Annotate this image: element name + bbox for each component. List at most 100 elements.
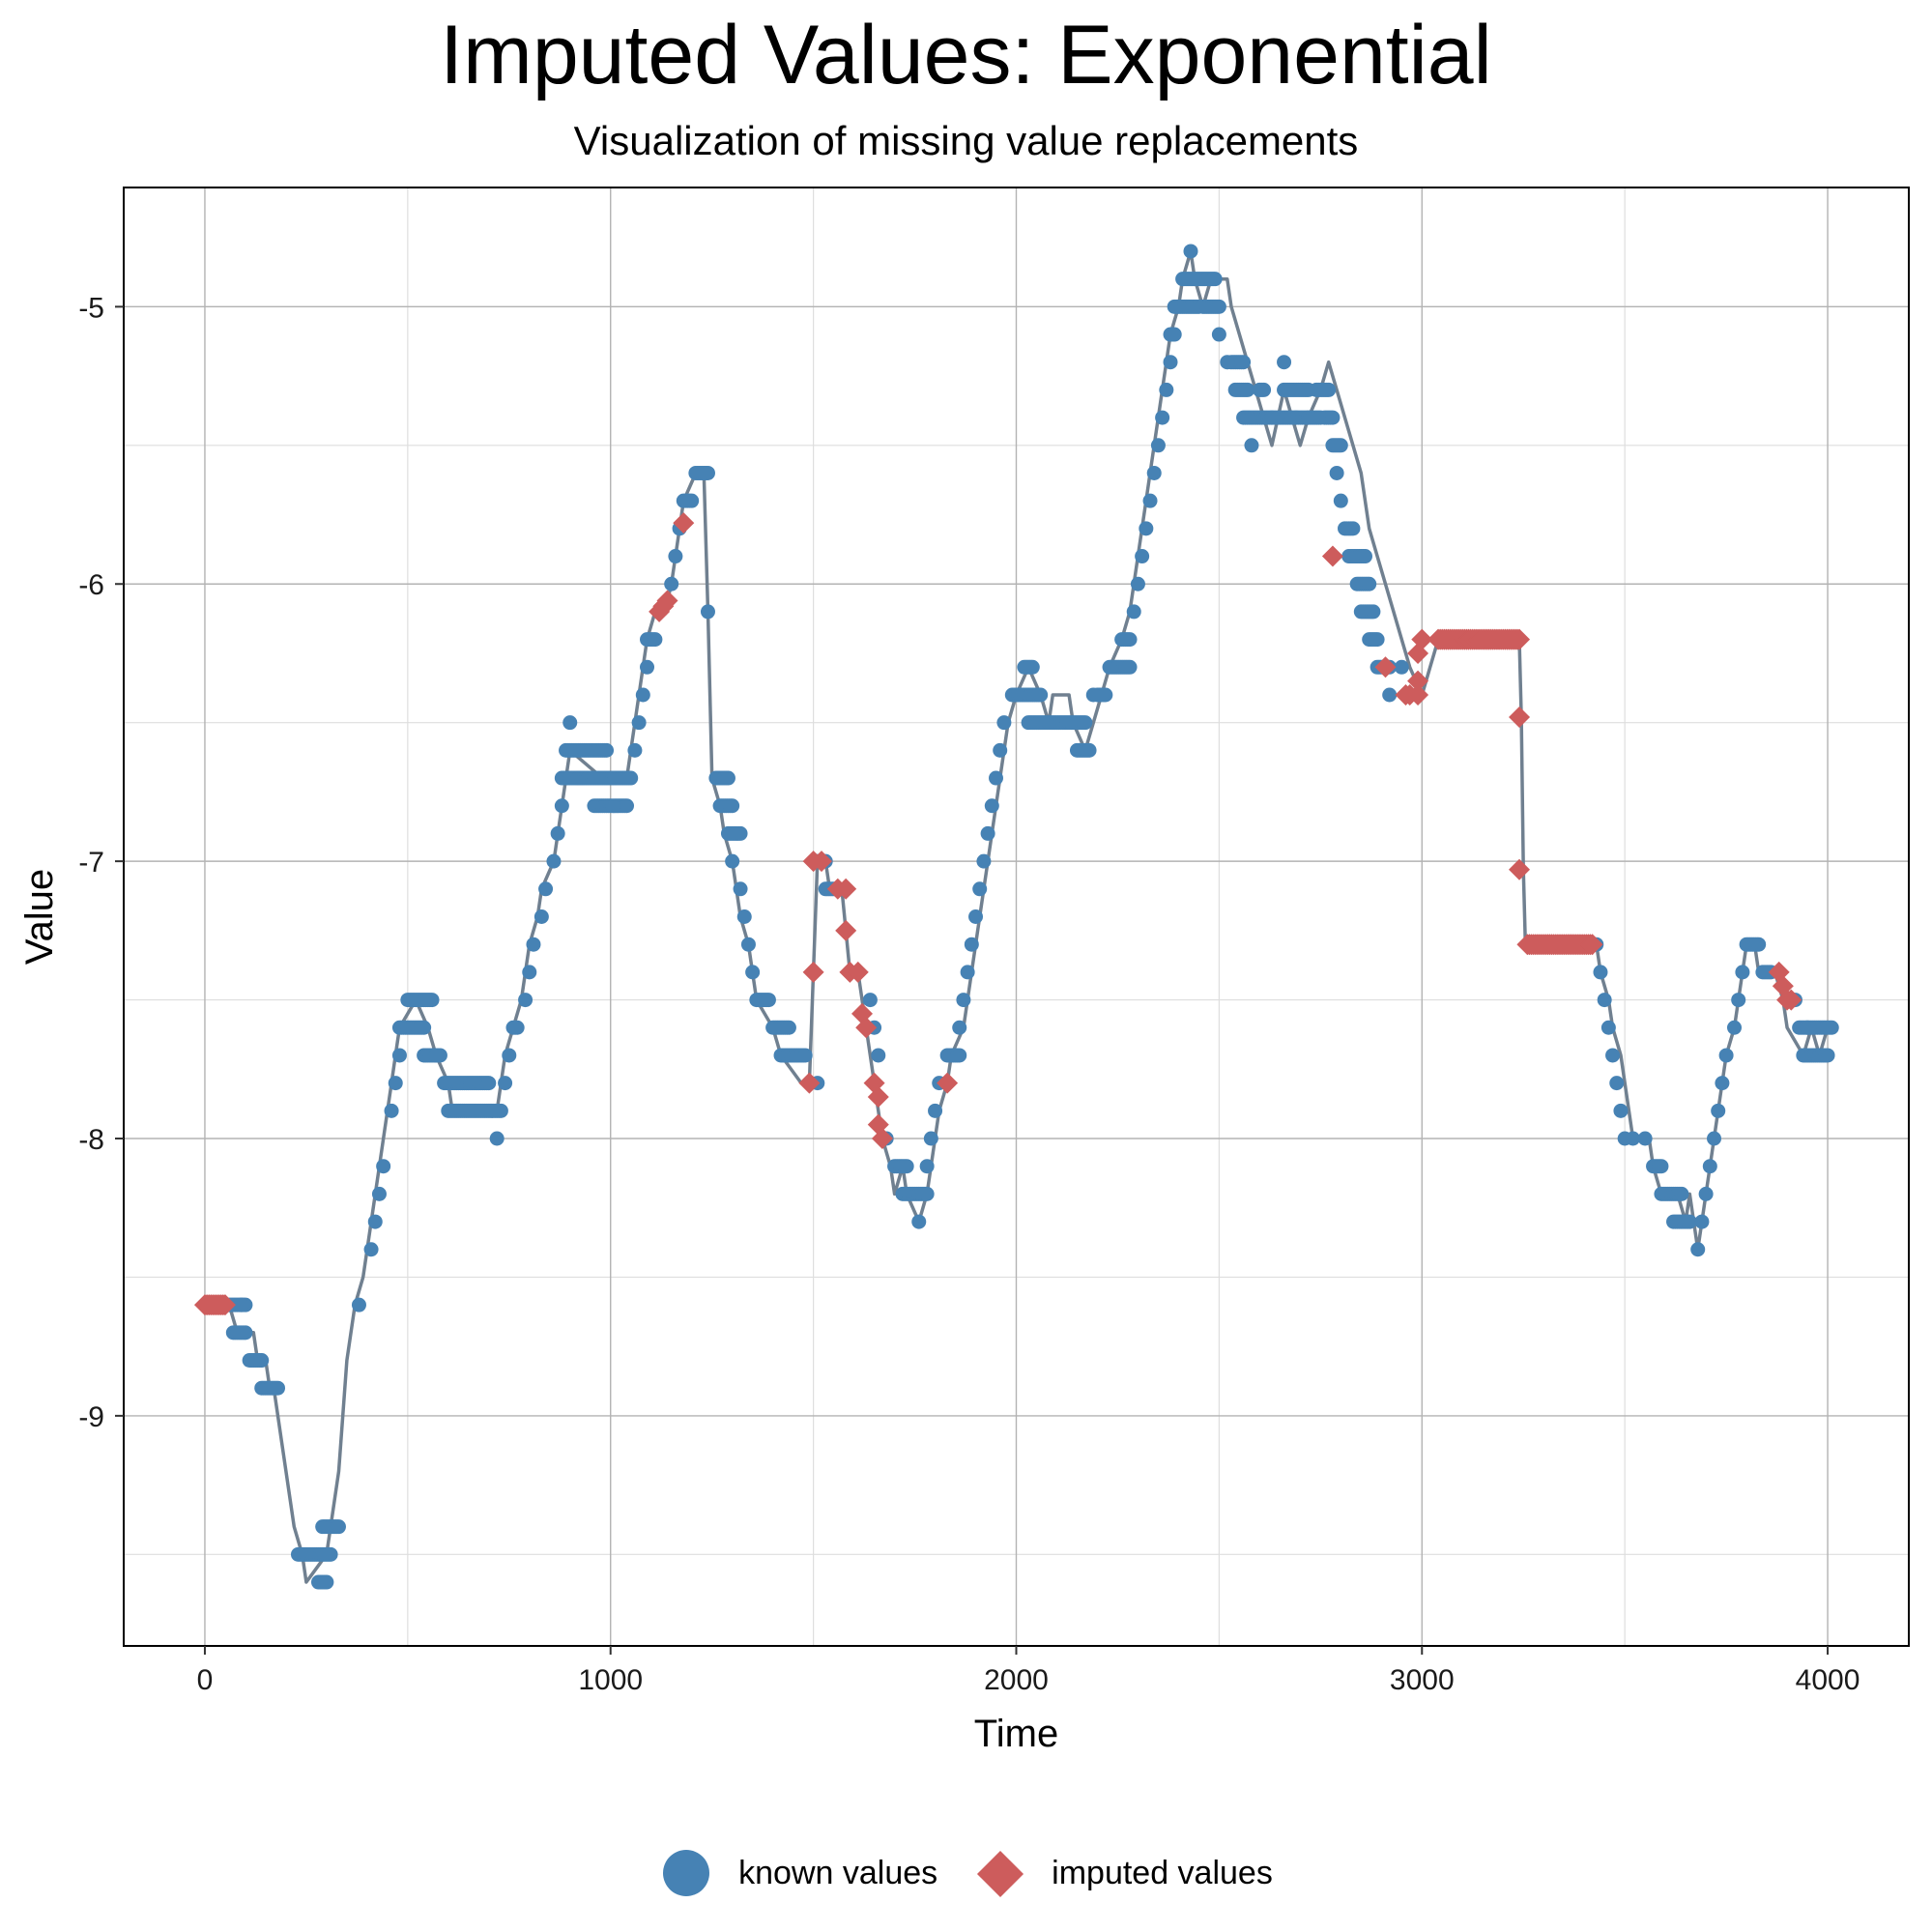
known-point [928, 1103, 943, 1118]
known-point [1146, 465, 1162, 480]
known-point [640, 659, 655, 675]
y-tick-label: -7 [78, 847, 104, 879]
known-point [1159, 382, 1174, 397]
known-point [1597, 993, 1612, 1008]
x-tick-label: 4000 [1796, 1664, 1860, 1696]
known-point [1183, 244, 1198, 259]
known-point [1122, 659, 1138, 675]
imputed-point [214, 1294, 236, 1316]
known-point [1718, 1048, 1734, 1063]
known-point [1126, 604, 1141, 620]
known-point [1130, 576, 1145, 591]
known-point [960, 965, 975, 980]
y-tick-label: -9 [78, 1401, 104, 1433]
known-point [1637, 1131, 1653, 1146]
known-point [740, 937, 756, 952]
known-point [376, 1159, 391, 1174]
known-point [489, 1131, 505, 1146]
known-point [919, 1159, 935, 1174]
known-point [1207, 272, 1223, 287]
known-point [1167, 327, 1182, 342]
known-point [797, 1048, 813, 1063]
known-point [952, 1020, 967, 1035]
known-point [1698, 1186, 1714, 1201]
imputed-point [1581, 934, 1603, 956]
known-point [554, 798, 569, 814]
known-point [1098, 687, 1113, 703]
legend-key-imputed-diamond-icon [972, 1846, 1026, 1900]
known-point [745, 965, 761, 980]
known-point [1078, 715, 1093, 731]
known-point [234, 1297, 249, 1312]
known-point [1735, 965, 1750, 980]
known-point [1321, 382, 1337, 397]
imputed-point [1374, 656, 1397, 678]
imputed-point [811, 851, 833, 873]
known-point [968, 909, 984, 924]
x-tick-label: 0 [197, 1664, 214, 1696]
known-point [623, 770, 639, 786]
imputed-point [847, 961, 869, 983]
imputed-point [656, 590, 678, 612]
known-point [1690, 1242, 1706, 1257]
known-point [976, 853, 992, 869]
known-point [736, 909, 752, 924]
y-tick-label: -8 [78, 1124, 104, 1156]
known-point [238, 1325, 253, 1341]
known-point [733, 825, 748, 841]
known-point [952, 1048, 967, 1063]
known-point [428, 1048, 444, 1063]
known-point [388, 1076, 403, 1091]
known-point [989, 770, 1004, 786]
known-point [502, 1048, 517, 1063]
known-point [1820, 1048, 1835, 1063]
imputed-point [835, 878, 857, 900]
legend-item-imputed: imputed values [972, 1846, 1273, 1900]
legend-label-imputed: imputed values [1052, 1854, 1273, 1891]
known-point [509, 1020, 525, 1035]
known-point [351, 1297, 366, 1312]
known-point [498, 1076, 513, 1091]
known-point [1277, 355, 1292, 370]
known-point [319, 1574, 334, 1590]
known-point [562, 715, 578, 731]
known-point [1751, 937, 1767, 952]
known-point [1711, 1103, 1726, 1118]
known-point [781, 1020, 796, 1035]
known-point [620, 798, 635, 814]
known-point [1370, 632, 1385, 648]
known-point [733, 881, 748, 897]
known-point [1150, 438, 1166, 453]
y-tick-label: -5 [78, 292, 104, 324]
known-point [1605, 1048, 1621, 1063]
known-point [367, 1214, 383, 1229]
known-point [518, 993, 533, 1008]
known-point [956, 993, 971, 1008]
known-point [964, 937, 979, 952]
known-point [761, 993, 776, 1008]
known-point [1220, 355, 1235, 370]
known-point [533, 909, 549, 924]
known-point [980, 825, 995, 841]
known-point [1345, 521, 1361, 536]
known-point [493, 1103, 508, 1118]
known-point [371, 1186, 387, 1201]
imputed-point [835, 919, 857, 941]
known-point [1731, 993, 1746, 1008]
imputed-point [1407, 683, 1429, 706]
known-point [1085, 687, 1101, 703]
known-point [996, 715, 1012, 731]
known-point [1593, 965, 1608, 980]
known-point [254, 1353, 270, 1369]
known-point [323, 1546, 338, 1562]
imputed-point [1509, 628, 1531, 650]
known-point [1122, 632, 1138, 648]
known-point [1240, 382, 1255, 397]
imputed-point [1321, 545, 1343, 567]
known-point [911, 1214, 927, 1229]
legend-item-known: known values [659, 1846, 937, 1900]
known-point [1155, 410, 1170, 425]
known-point [1715, 1076, 1730, 1091]
known-point [1236, 355, 1252, 370]
known-point [1394, 659, 1409, 675]
